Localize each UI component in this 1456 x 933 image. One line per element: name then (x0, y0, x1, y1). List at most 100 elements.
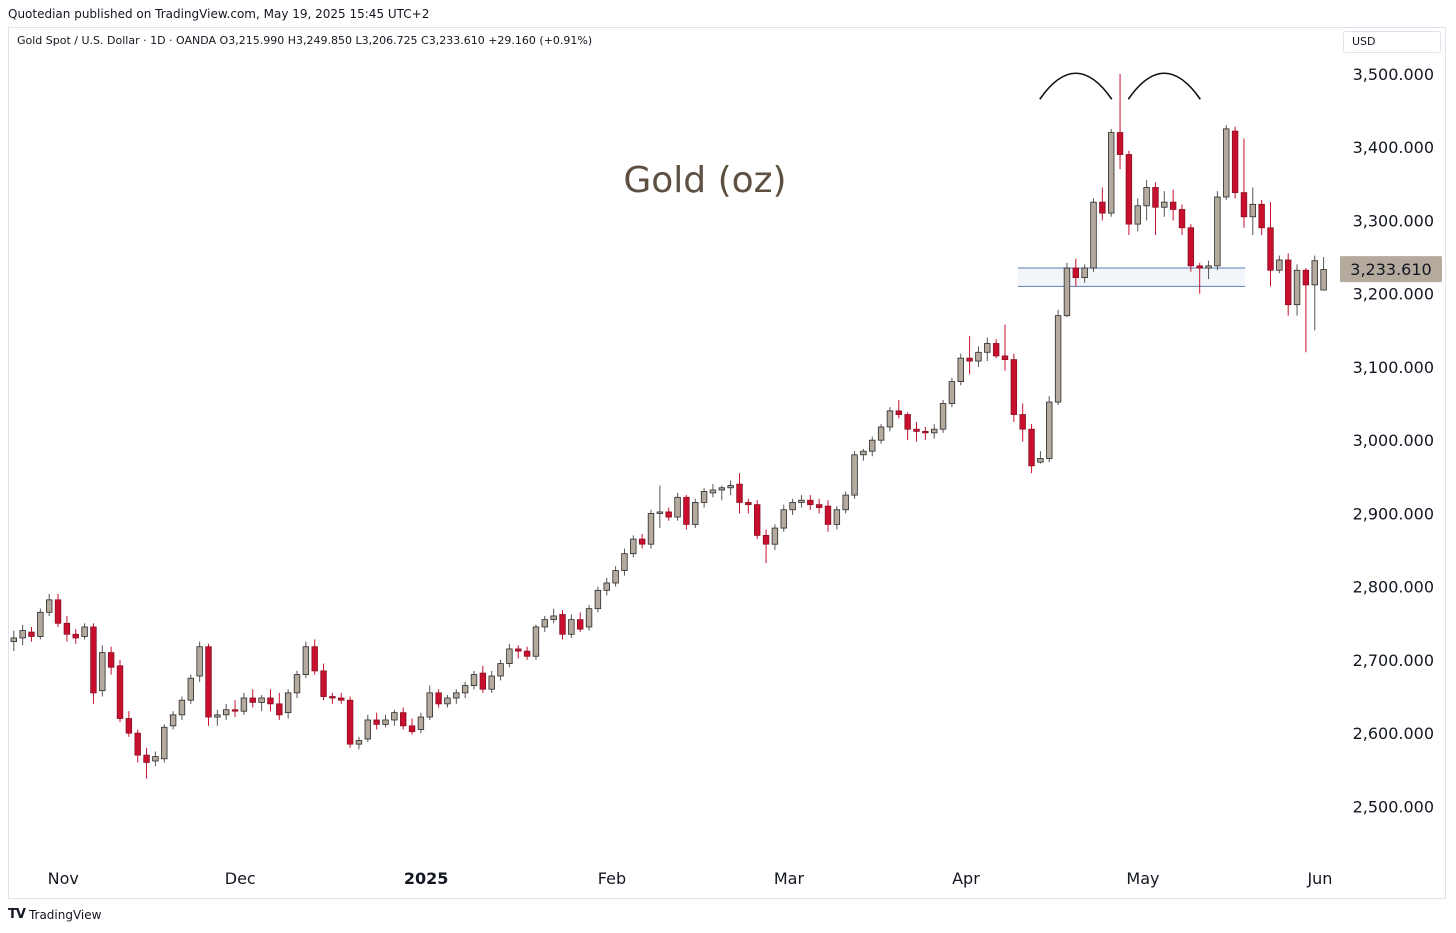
candle (143, 747, 150, 779)
candle (931, 424, 938, 439)
candle (63, 615, 71, 642)
candle (1196, 262, 1203, 294)
candle-body (532, 626, 540, 657)
candle (152, 751, 159, 767)
candle (568, 614, 575, 638)
candle (72, 629, 79, 644)
time-tick-label: 2025 (404, 869, 449, 888)
candle (833, 506, 841, 530)
candle (293, 670, 301, 698)
candle-body (851, 454, 858, 496)
candle-body (461, 685, 469, 694)
candle-body (700, 491, 708, 503)
candle-body (1223, 128, 1230, 198)
candle-body (99, 652, 106, 692)
candle-body (240, 697, 248, 712)
currency-selector[interactable]: USD (1343, 31, 1441, 53)
candle-body (470, 674, 478, 686)
candle-body (904, 414, 911, 430)
candle (1001, 324, 1009, 371)
candle-body (683, 496, 690, 525)
candle-body (46, 599, 53, 613)
price-tick-label: 2,600.000 (1353, 724, 1434, 743)
candle (1302, 268, 1310, 353)
candle-body (957, 357, 964, 382)
time-tick-label: Feb (598, 869, 626, 888)
candle-body (736, 483, 743, 503)
candle-body (754, 504, 761, 536)
candle-body (886, 410, 894, 428)
candle (939, 399, 947, 433)
candle (107, 646, 115, 675)
price-tick-label: 2,500.000 (1353, 797, 1434, 816)
candle (1054, 309, 1062, 406)
candle-body (869, 439, 876, 452)
price-tick-label: 3,400.000 (1353, 138, 1434, 157)
candle-body (417, 716, 425, 730)
candle (222, 703, 230, 720)
candle (1258, 199, 1265, 236)
price-tick-label: 2,800.000 (1353, 578, 1434, 597)
candle (948, 377, 956, 408)
candle-body (842, 494, 849, 511)
candle-body (125, 718, 133, 734)
candle-body (922, 430, 929, 434)
candle-body (506, 648, 513, 664)
candle-body (1169, 201, 1177, 210)
price-tick-label: 3,300.000 (1353, 211, 1434, 230)
candle (922, 426, 929, 441)
candle-body (408, 725, 416, 733)
candle-body (913, 428, 920, 432)
candle-body (647, 513, 655, 545)
candle-body (284, 692, 292, 714)
candle (284, 689, 292, 719)
candle-body (382, 719, 389, 725)
candle (1285, 253, 1292, 316)
candle (869, 436, 876, 457)
candle-body (966, 357, 973, 362)
price-tick-label: 2,900.000 (1353, 504, 1434, 523)
candle-body (807, 499, 814, 506)
candle-body (1081, 267, 1088, 278)
candle-body (10, 637, 17, 643)
candle (709, 484, 717, 498)
candle-body (1037, 458, 1044, 463)
candle-body (992, 343, 1000, 357)
last-price-tag-layer: 3,233.610 (1340, 256, 1442, 283)
candle-body (948, 381, 956, 404)
candle (276, 692, 283, 720)
candle (789, 498, 796, 515)
candle-body (107, 652, 115, 668)
candle-body (399, 712, 407, 727)
candle-body (81, 626, 88, 637)
candle (674, 492, 681, 521)
candle-body (54, 599, 62, 624)
candle (665, 507, 672, 521)
time-tick-label: Nov (48, 869, 79, 888)
candle-body (541, 619, 548, 628)
symbol-legend: Gold Spot / U.S. Dollar · 1D · OANDA O3,… (17, 34, 592, 47)
candle-body (815, 504, 823, 508)
candle (532, 624, 540, 660)
candle (523, 646, 531, 660)
candle (54, 593, 62, 627)
candle-body (1178, 209, 1186, 229)
candle (382, 714, 389, 728)
candle (683, 495, 690, 530)
candle-body (152, 756, 159, 762)
candle (1311, 255, 1318, 331)
candle (99, 645, 106, 697)
candle (815, 498, 823, 514)
candle (320, 663, 327, 701)
candle (46, 593, 53, 616)
candle-body (338, 697, 345, 701)
candle (886, 407, 894, 432)
candle (1072, 258, 1079, 287)
candle-body (63, 622, 71, 635)
candle-body (877, 426, 885, 441)
last-price-label: 3,233.610 (1350, 260, 1431, 279)
candle (364, 714, 371, 742)
candle (913, 421, 920, 442)
candle-body (780, 509, 787, 529)
